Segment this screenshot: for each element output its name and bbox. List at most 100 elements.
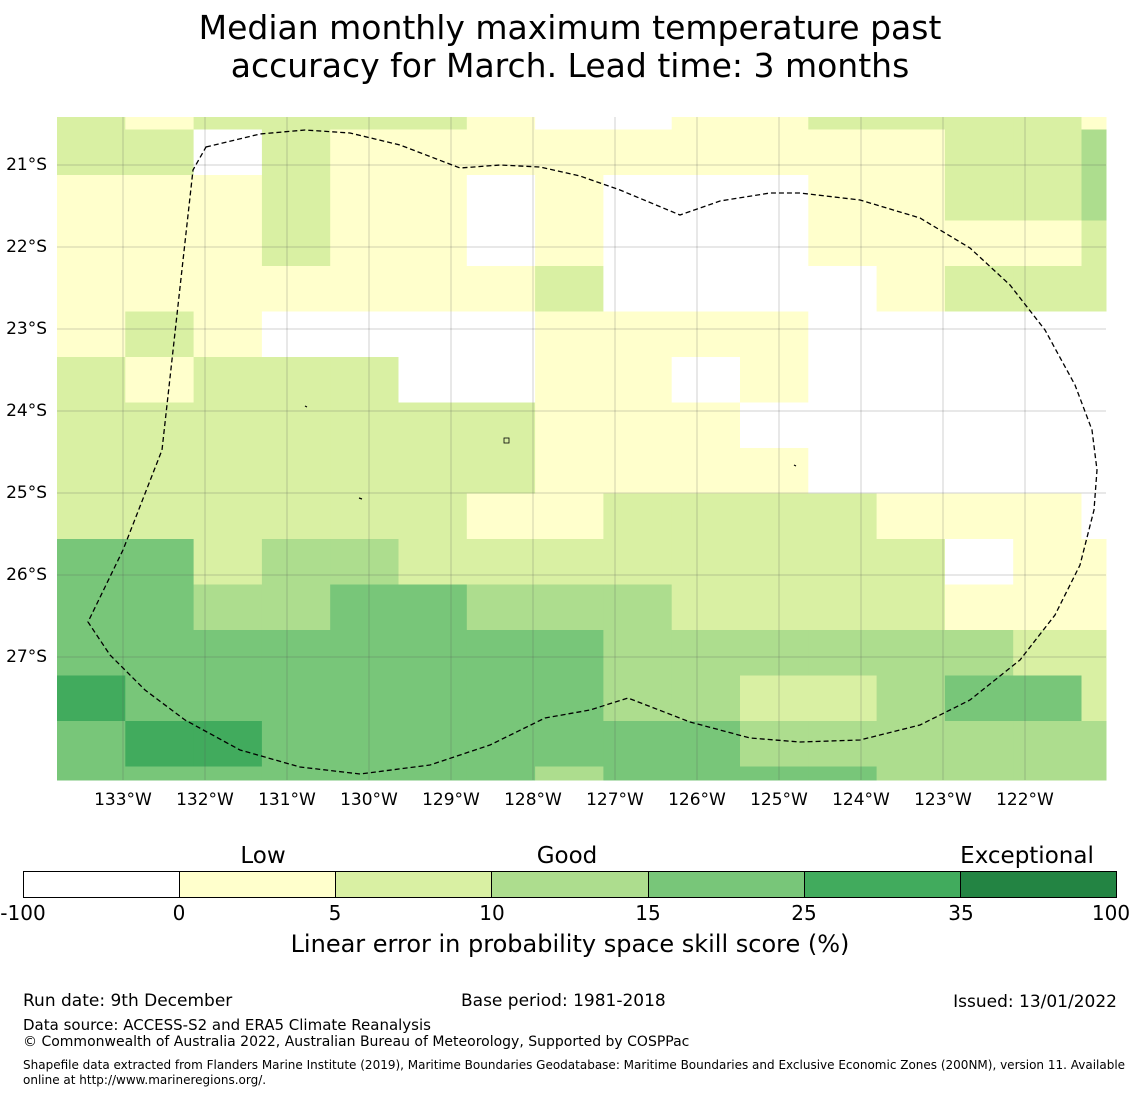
grid-cell — [808, 766, 878, 781]
grid-cell — [57, 129, 126, 176]
grid-cell — [808, 266, 878, 312]
grid-cell — [740, 220, 809, 267]
grid-cell — [466, 766, 536, 781]
colorbar-tick-label: 5 — [328, 901, 342, 925]
grid-cell — [740, 630, 809, 676]
grid-cell — [535, 584, 604, 631]
grid-cell — [125, 220, 195, 267]
copyright: © Commonwealth of Australia 2022, Austra… — [23, 1034, 690, 1050]
grid-cell — [57, 311, 126, 358]
grid-cell — [193, 357, 263, 403]
grid-cell — [1081, 220, 1107, 267]
grid-cell — [1081, 357, 1107, 403]
shapefile-credit: Shapefile data extracted from Flanders M… — [23, 1058, 1126, 1087]
grid-cell — [261, 175, 331, 221]
grid-cell — [808, 539, 878, 585]
colorbar-tick-label: 35 — [948, 901, 974, 925]
grid-cell — [876, 357, 946, 403]
grid-cell — [330, 311, 399, 358]
grid-cell — [603, 539, 673, 585]
grid-cell — [876, 766, 946, 781]
grid-cell — [193, 266, 263, 312]
grid-cell — [193, 220, 263, 267]
grid-cell — [944, 220, 1014, 267]
grid-cell — [261, 539, 331, 585]
longitude-labels: 133°W 132°W 131°W 130°W 129°W 128°W 127°… — [94, 790, 1054, 810]
grid-cell — [261, 311, 331, 358]
grid-cell — [125, 129, 195, 176]
colorbar-segment — [492, 872, 649, 897]
grid-cell — [398, 402, 468, 449]
grid-cell — [398, 766, 468, 781]
grid-cell — [944, 675, 1014, 722]
grid-cell — [1081, 539, 1107, 585]
grid-cell — [398, 357, 468, 403]
grid-cell — [535, 266, 604, 312]
grid-cell — [808, 584, 878, 631]
grid-cell — [740, 117, 809, 130]
grid-cell — [466, 117, 536, 130]
grid-cell — [740, 448, 809, 494]
grid-cell — [740, 402, 809, 449]
grid-cell — [876, 675, 946, 722]
grid-cell — [125, 539, 195, 585]
grid-cell — [944, 175, 1014, 221]
grid-cell — [125, 766, 195, 781]
grid-cell — [944, 357, 1014, 403]
grid-cell — [57, 448, 126, 494]
grid-cell — [671, 220, 741, 267]
grid-cell — [535, 675, 604, 722]
grid-cell — [330, 448, 399, 494]
lon-label: 127°W — [586, 790, 644, 810]
grid-cell — [398, 539, 468, 585]
grid-cell — [125, 311, 195, 358]
grid-cell — [193, 311, 263, 358]
grid-cell — [603, 266, 673, 312]
colorbar-tick-label: 100 — [1091, 901, 1131, 925]
lat-label: 21°S — [6, 155, 47, 175]
grid-cell — [57, 402, 126, 449]
grid-cell — [603, 630, 673, 676]
grid-cell — [808, 675, 878, 722]
graticule-lines — [57, 117, 1106, 780]
grid-cell — [876, 721, 946, 767]
colorbar-label: Linear error in probability space skill … — [290, 930, 850, 958]
lon-label: 131°W — [258, 790, 316, 810]
grid-cell — [261, 675, 331, 722]
grid-cell — [740, 766, 809, 781]
grid-cell — [535, 220, 604, 267]
grid-cell — [261, 266, 331, 312]
grid-cell — [398, 220, 468, 267]
grid-cell — [193, 129, 263, 176]
lat-label: 25°S — [6, 483, 47, 503]
grid-cell — [466, 357, 536, 403]
grid-cell — [535, 448, 604, 494]
lat-label: 24°S — [6, 401, 47, 421]
grid-cell — [1013, 584, 1082, 631]
colorbar-tick-label: 10 — [479, 901, 505, 925]
grid-cell — [944, 721, 1014, 767]
lon-label: 128°W — [504, 790, 562, 810]
grid-cell — [944, 493, 1014, 540]
colorbar-segment — [336, 872, 493, 897]
grid-cell — [466, 448, 536, 494]
grid-cell — [330, 493, 399, 540]
lat-label: 23°S — [6, 319, 47, 339]
grid-cell — [808, 220, 878, 267]
grid-cell — [125, 584, 195, 631]
latitude-labels: 21°S 22°S 23°S 24°S 25°S 26°S 27°S — [6, 155, 47, 667]
grid-cell — [603, 311, 673, 358]
grid-cell — [466, 266, 536, 312]
lon-label: 130°W — [340, 790, 398, 810]
grid-cell — [57, 630, 126, 676]
issued-date: Issued: 13/01/2022 — [953, 992, 1117, 1012]
grid-cell — [944, 402, 1014, 449]
grid-cell — [603, 493, 673, 540]
grid-cell — [330, 721, 399, 767]
grid-cell — [261, 493, 331, 540]
grid-cell — [398, 675, 468, 722]
grid-cell — [603, 721, 673, 767]
grid-cell — [1013, 721, 1082, 767]
grid-cell — [330, 117, 399, 130]
grid-cell — [671, 630, 741, 676]
